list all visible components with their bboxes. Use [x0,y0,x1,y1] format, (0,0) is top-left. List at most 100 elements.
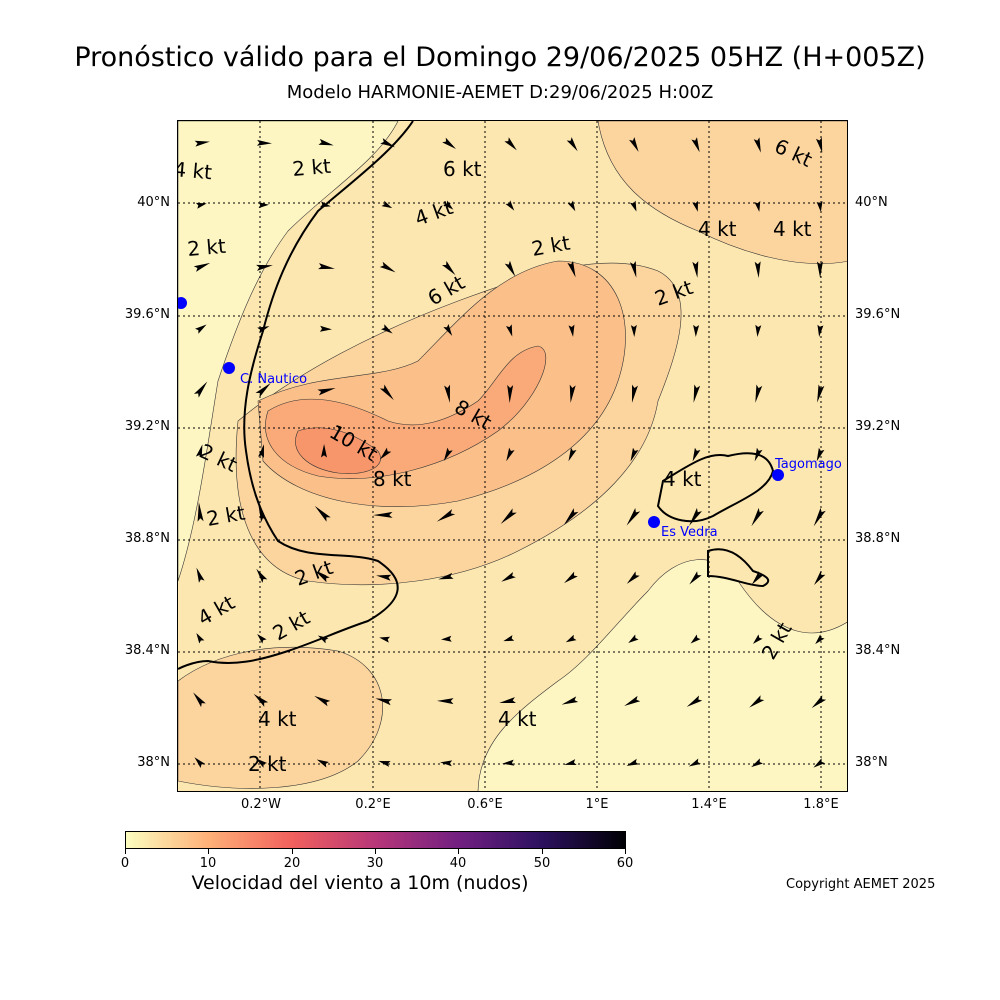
wind-arrow-icon [629,260,637,278]
wind-arrow-icon [689,507,703,526]
wind-map: 4 kt 2 kt 6 kt 6 kt 4 kt 2 kt 4 kt 4 kt 2 kt 6 kt… [177,120,848,792]
wind-vectors [193,137,827,768]
wind-arrow-icon [373,511,393,518]
wind-arrow-icon [196,567,205,583]
contour-label: 6 kt [443,157,482,181]
wind-arrow-icon [506,447,515,462]
wind-arrow-icon [566,137,578,152]
wind-arrow-icon [692,261,699,278]
colorbar [125,831,626,849]
wind-arrow-icon [258,444,265,459]
wind-arrow-icon [751,571,764,585]
wind-arrow-icon [507,384,514,403]
colorbar-tick-40: 40 [449,856,467,871]
colorbar-tick-50: 50 [533,856,551,871]
wind-arrow-icon [751,507,764,527]
wind-arrow-icon [437,698,454,705]
wind-arrow-icon [567,200,576,212]
fill-10-12 [295,427,381,474]
lon-tick-1-4e: 1.4°E [691,797,727,812]
wind-arrow-icon [816,201,823,212]
wind-arrow-icon [195,324,207,334]
wind-arrow-icon [314,505,331,522]
wind-arrow-icon [629,137,639,152]
wind-arrow-icon [379,636,391,643]
wind-arrow-icon [753,137,761,153]
wind-arrow-icon [690,634,701,644]
colorbar-tick-0: 0 [120,856,130,871]
copyright-text: Copyright AEMET 2025 [786,877,936,892]
contour-label: 4 kt [178,157,213,184]
wind-arrow-icon [569,384,576,403]
wind-arrow-icon [692,200,698,212]
lat-tick-right-39-2: 39.2°N [855,419,901,434]
wind-arrow-icon [629,200,637,212]
lon-tick-0-6e: 0.6°E [467,797,503,812]
wind-arrow-icon [691,137,700,153]
wind-arrow-icon [381,324,393,334]
wind-arrow-icon [565,634,577,643]
contour-label: 4 kt [258,707,297,731]
wind-arrow-icon [505,200,515,211]
wind-arrow-icon [195,444,203,459]
colorbar-mark-40 [458,849,459,854]
wind-arrow-icon [316,759,329,768]
wind-arrow-icon [193,692,206,708]
fill-0-2-south [477,559,847,791]
wind-arrow-icon [505,324,513,337]
wind-arrow-icon [319,201,331,208]
colorbar-mark-20 [292,849,293,854]
wind-arrow-icon [630,447,639,462]
wind-arrow-icon [626,758,639,766]
wind-arrow-icon [813,758,825,768]
lat-tick-right-38-4: 38.4°N [855,643,901,658]
lat-tick-left-38: 38°N [137,755,170,770]
lon-tick-1e: 1°E [585,797,609,812]
wind-arrow-icon [379,384,394,401]
lat-tick-left-39-6: 39.6°N [124,307,170,322]
wind-map-svg: 4 kt 2 kt 6 kt 6 kt4 kt2 kt4 kt 4 kt2 kt6 kt… [178,121,847,791]
coastline-formentera [707,548,770,588]
wind-arrow-icon [194,140,210,147]
wind-arrow-icon [817,324,824,337]
wind-arrow-icon [380,138,396,148]
lon-tick-1-8e: 1.8°E [803,797,839,812]
wind-arrow-icon [752,634,763,644]
wind-arrow-icon [314,695,331,707]
wind-arrow-icon [563,508,579,526]
wind-arrow-icon [375,698,393,706]
wind-arrow-icon [749,695,765,708]
wind-arrow-icon [813,507,826,527]
wind-arrow-icon [693,384,701,403]
wind-arrow-icon [503,635,515,642]
wind-arrow-icon [379,447,392,460]
graticule [178,121,847,791]
station-label: C. Nautico [240,372,307,387]
colorbar-tick-20: 20 [283,856,301,871]
wind-arrow-icon [568,447,577,462]
wind-arrow-icon [258,502,267,523]
lat-tick-left-38-8: 38.8°N [124,531,170,546]
wind-arrow-icon [811,695,827,709]
wind-arrow-icon [693,324,700,337]
wind-arrow-icon [257,326,270,334]
wind-arrow-icon [817,384,825,403]
wind-arrow-icon [440,760,453,767]
wind-arrow-icon [376,574,392,581]
wind-arrow-icon [628,634,639,643]
wind-arrow-icon [688,758,701,767]
wind-arrow-icon [441,635,452,642]
wind-arrow-icon [816,447,825,462]
wind-arrow-icon [438,572,454,580]
contour-label: 4 kt [698,217,737,241]
chart-title: Pronóstico válido para el Domingo 29/06/… [74,42,926,73]
station-label: Tagomago [774,457,842,472]
lat-tick-right-40: 40°N [855,195,888,210]
lat-tick-left-39-2: 39.2°N [124,419,170,434]
wind-arrow-icon [631,384,638,403]
wind-arrow-icon [255,382,271,398]
wind-arrow-icon [195,202,207,209]
contour-label: 8 kt [373,467,412,491]
lat-tick-right-38: 38°N [855,755,888,770]
wind-arrow-icon [499,697,516,703]
